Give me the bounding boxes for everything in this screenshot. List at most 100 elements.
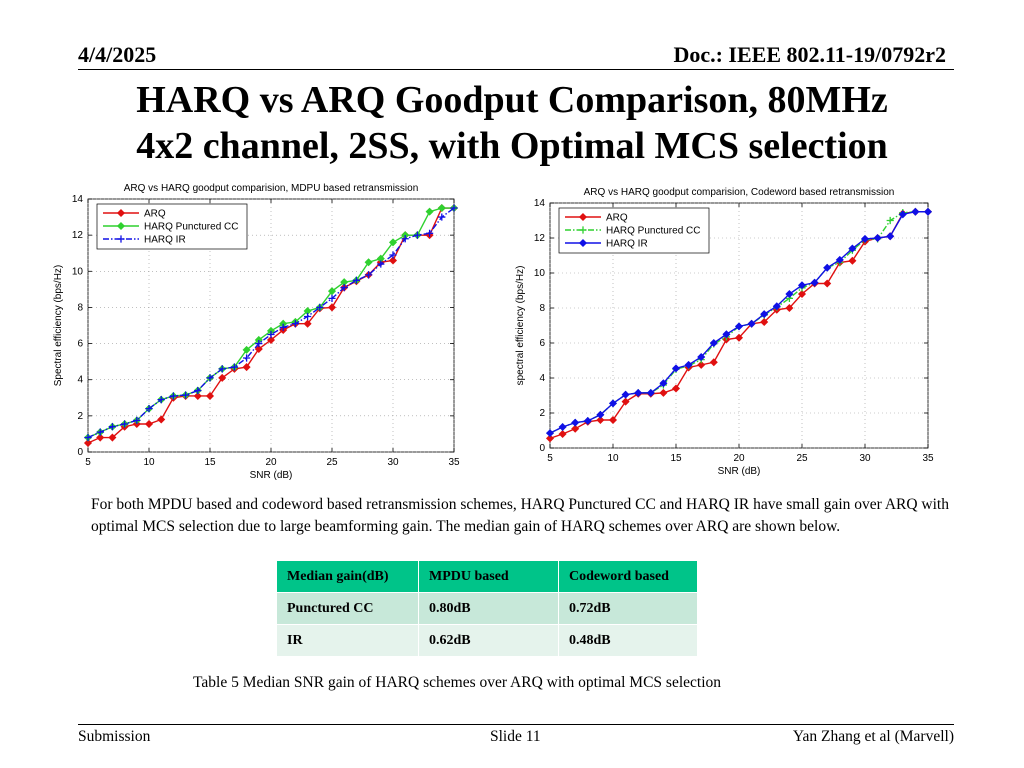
header-rule [78, 69, 954, 70]
y-tick-label: 10 [72, 266, 84, 277]
header-date: 4/4/2025 [78, 42, 157, 67]
table-header-row: Median gain(dB) MPDU based Codeword base… [276, 560, 698, 593]
table-caption: Table 5 Median SNR gain of HARQ schemes … [193, 674, 722, 691]
y-tick-label: 8 [77, 302, 83, 313]
data-point [734, 322, 744, 331]
legend-label: HARQ IR [606, 239, 648, 250]
data-point [116, 221, 126, 231]
data-point [230, 363, 238, 371]
chart-codeword: ARQ vs HARQ goodput comparision, Codewor… [515, 187, 934, 477]
data-point [621, 397, 630, 406]
legend-label: ARQ [144, 209, 166, 220]
x-tick-label: 20 [733, 453, 745, 464]
table-cell: 0.62dB [418, 624, 559, 657]
table-row: IR 0.62dB 0.48dB [276, 624, 698, 657]
y-tick-label: 12 [534, 233, 546, 244]
y-tick-label: 14 [72, 194, 84, 205]
data-point [121, 420, 129, 428]
table-header-cell: MPDU based [418, 560, 559, 593]
data-point [327, 287, 337, 296]
data-point [671, 364, 681, 373]
data-point [596, 415, 605, 425]
data-point [860, 234, 870, 243]
data-point [401, 235, 409, 243]
x-axis-label: SNR (dB) [718, 466, 761, 477]
data-point [304, 312, 312, 321]
y-tick-label: 12 [72, 230, 84, 241]
data-point [83, 438, 93, 447]
data-point [193, 391, 202, 401]
data-point [328, 294, 336, 302]
data-point [279, 323, 287, 331]
data-point [722, 330, 731, 339]
table-cell: Punctured CC [276, 592, 419, 625]
data-point [267, 330, 275, 339]
data-point [426, 229, 434, 237]
y-tick-label: 10 [534, 268, 546, 279]
x-tick-label: 10 [607, 453, 619, 464]
data-point [365, 271, 373, 279]
y-tick-label: 0 [539, 443, 545, 454]
data-point [797, 289, 807, 299]
x-tick-label: 35 [448, 457, 460, 468]
data-point [709, 338, 718, 348]
data-point [848, 244, 857, 253]
legend-label: HARQ Punctured CC [144, 222, 238, 233]
data-point [194, 386, 202, 395]
data-point [785, 303, 794, 313]
median-gain-table: Median gain(dB) MPDU based Codeword base… [276, 560, 698, 657]
data-point [810, 278, 819, 287]
data-point [545, 429, 555, 438]
y-tick-label: 14 [534, 198, 546, 209]
data-point [205, 391, 215, 401]
data-point [760, 310, 769, 319]
header-doc-id: Doc.: IEEE 802.11-19/0792r2 [673, 42, 946, 67]
y-tick-label: 6 [77, 339, 83, 350]
data-point [684, 360, 693, 369]
data-point [634, 388, 643, 397]
data-point [377, 260, 385, 268]
x-tick-label: 25 [796, 453, 808, 464]
x-tick-label: 30 [859, 453, 871, 464]
chart-title: ARQ vs HARQ goodput comparision, Codewor… [584, 187, 895, 198]
footer-slide-number: Slide 11 [490, 728, 541, 745]
data-point [571, 424, 580, 433]
x-tick-label: 20 [265, 457, 277, 468]
data-point [255, 339, 263, 348]
data-point [133, 416, 141, 424]
x-tick-label: 15 [670, 453, 682, 464]
data-point [697, 360, 706, 369]
data-point [578, 238, 588, 248]
data-point [96, 433, 105, 442]
data-point [772, 302, 781, 311]
data-point [388, 238, 398, 247]
data-point [242, 345, 251, 354]
data-point [291, 320, 299, 328]
series-harq-ir [545, 207, 933, 438]
data-point [145, 405, 153, 413]
data-point [327, 303, 337, 312]
data-point [438, 213, 446, 221]
legend-label: ARQ [606, 213, 628, 224]
data-point [923, 207, 933, 216]
footer-submission: Submission [78, 728, 151, 745]
chart-mpdu: ARQ vs HARQ goodput comparision, MDPU ba… [53, 183, 460, 481]
data-point [243, 354, 251, 362]
data-point [303, 319, 312, 328]
data-point [797, 281, 807, 290]
data-point [218, 365, 226, 373]
data-point [340, 283, 348, 292]
data-point [785, 289, 794, 299]
chart-legend: ARQ HARQ Punctured CC HARQ IR [558, 207, 710, 254]
data-point [545, 434, 555, 443]
data-point [218, 373, 227, 382]
data-point [659, 388, 668, 397]
y-tick-label: 2 [539, 408, 545, 419]
data-point [873, 233, 882, 243]
y-tick-label: 2 [77, 411, 83, 422]
data-point [558, 422, 567, 432]
data-point [266, 335, 276, 344]
chart-legend: ARQ HARQ Punctured CC HARQ IR [96, 203, 248, 250]
data-point [316, 303, 324, 312]
data-point [182, 391, 190, 399]
